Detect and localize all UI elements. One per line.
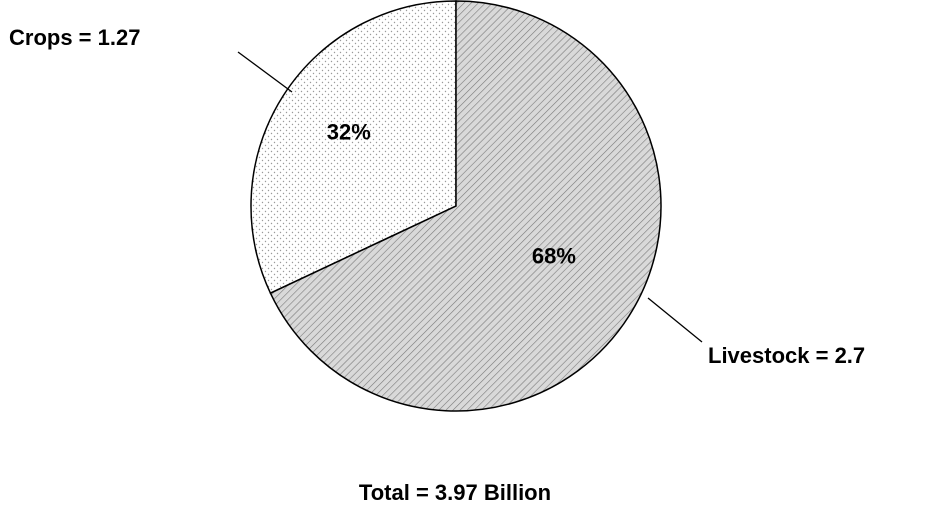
livestock-slice [269,0,662,412]
crops-slice [250,0,457,295]
livestock-leader-line [647,297,703,343]
livestock-callout-label: Livestock = 2.7 [708,343,865,368]
pie-labels: 32% 68% Crops = 1.27 Livestock = 2.7 Tot… [9,25,865,505]
callout-leaders [237,51,703,343]
crops-callout-label: Crops = 1.27 [9,25,140,50]
crops-leader-line [237,51,293,93]
pie-slices [250,0,662,412]
crops-percent-label: 32% [327,120,371,145]
total-label: Total = 3.97 Billion [359,480,551,504]
livestock-percent-label: 68% [532,243,576,268]
